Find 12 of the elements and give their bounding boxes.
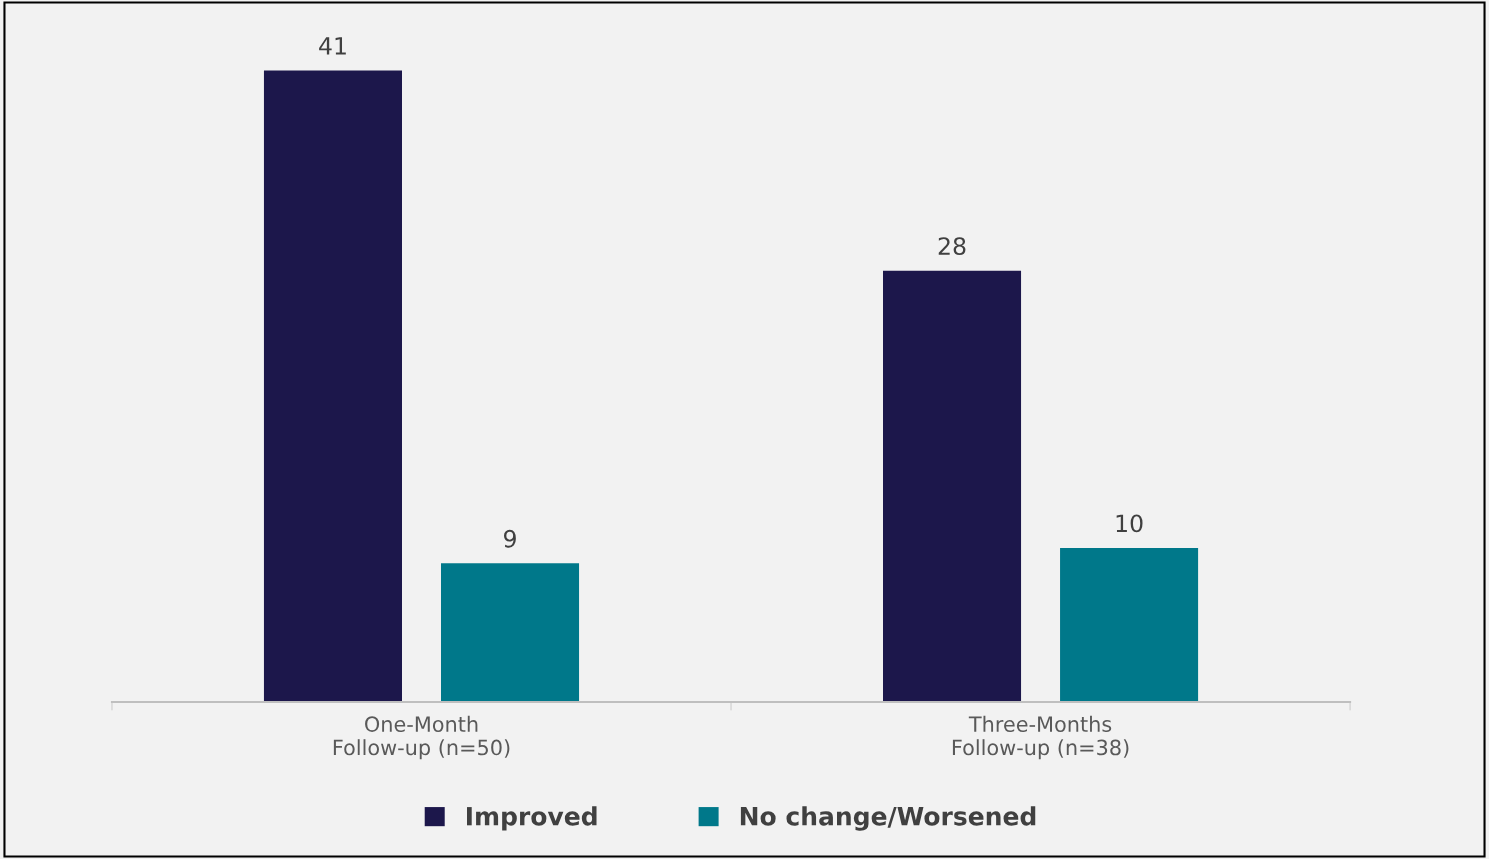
legend-label: Improved xyxy=(467,806,597,831)
bar xyxy=(1060,547,1199,702)
bar xyxy=(263,70,402,702)
data-label: 28 xyxy=(938,237,966,255)
data-label: 10 xyxy=(1116,514,1143,533)
data-label: 9 xyxy=(504,529,516,548)
bar xyxy=(883,270,1022,702)
data-label: 41 xyxy=(319,37,346,55)
bar xyxy=(441,563,580,702)
legend-label: No change/Worsened xyxy=(740,806,1036,831)
x-tick-label: One-Month Follow-up (n=50) xyxy=(333,715,510,760)
x-tick-label: Three-Months Follow-up (n=38) xyxy=(952,715,1129,760)
